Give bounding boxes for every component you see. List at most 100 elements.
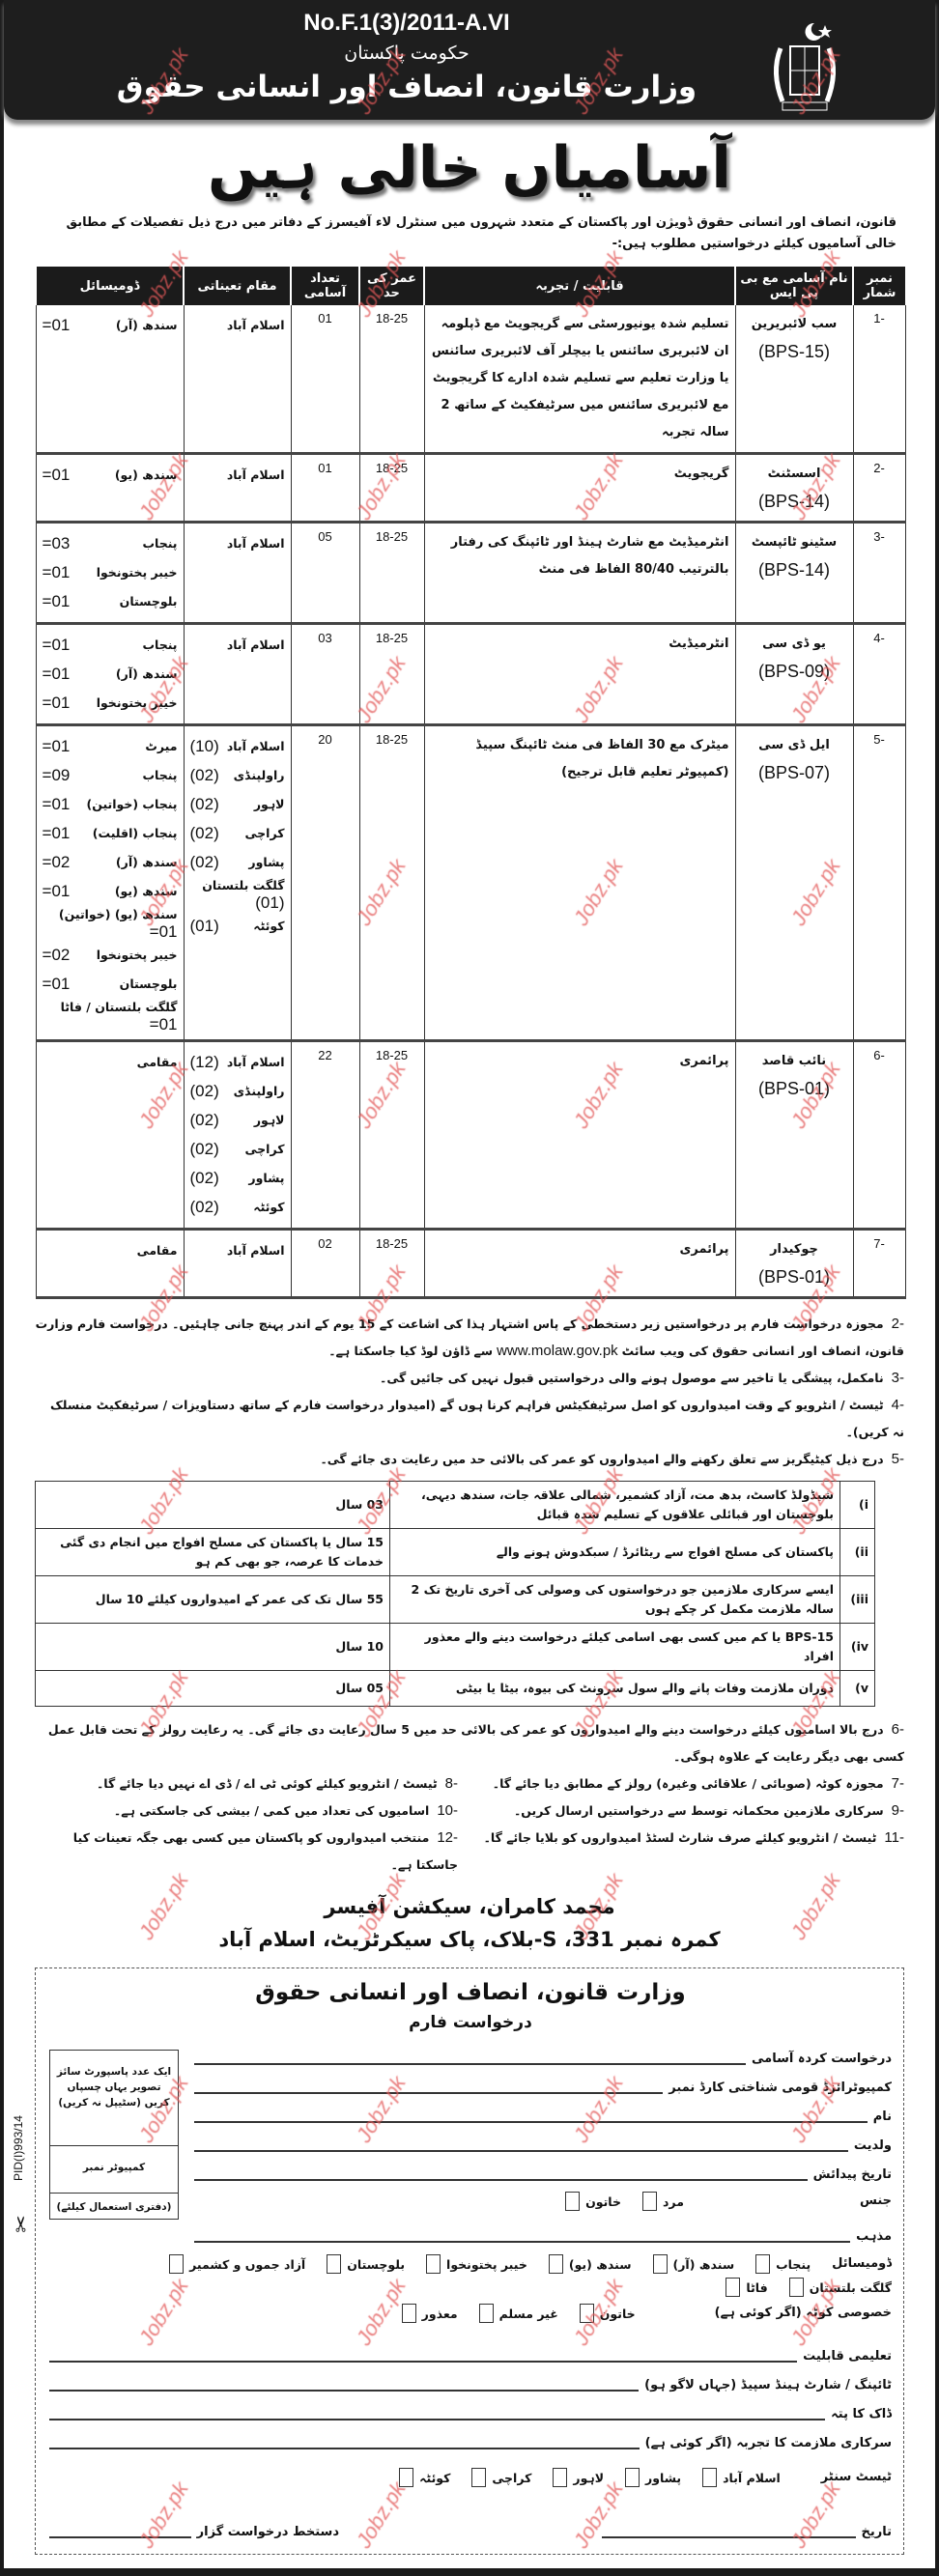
- note-3: -3نامکمل، پیشگی یا تاخیر سے موصول ہونے و…: [380, 1370, 904, 1386]
- postal-address-field[interactable]: [49, 2419, 826, 2420]
- posting-item: راولپنڈی (02): [190, 761, 285, 790]
- signatory-address: کمرہ نمبر 331، S-بلاک، پاک سیکرٹریٹ، اسل…: [218, 1928, 721, 1951]
- test-center-option[interactable]: اسلام آباد: [702, 2468, 781, 2487]
- checkbox[interactable]: [625, 2468, 640, 2487]
- photo-instructions: ایک عدد پاسپورٹ سائز تصویر یہاں چسپاں کر…: [50, 2051, 178, 2146]
- checkbox[interactable]: [702, 2468, 718, 2487]
- signature-field[interactable]: [49, 2536, 191, 2538]
- domicile-name: بلوچستان: [119, 594, 178, 609]
- city: کوئٹہ: [253, 919, 285, 933]
- city: کراچی: [244, 826, 285, 840]
- domicile-name: خیبر پختونخوا: [96, 948, 178, 962]
- column-header: نمبر شمار: [852, 267, 905, 305]
- quota-option[interactable]: غیر مسلم: [478, 2304, 558, 2323]
- post-name: اسسٹنٹ: [767, 467, 821, 481]
- city: اسلام آباد: [226, 1243, 285, 1258]
- government-of-pakistan: حکومت پاکستان: [344, 42, 470, 64]
- domicile-option[interactable]: بلوچستان: [327, 2254, 405, 2274]
- quota-option[interactable]: خاتون: [579, 2304, 636, 2323]
- note-5: -5درج ذیل کیٹیگریز سے تعلق رکھنے والے ام…: [320, 1451, 904, 1467]
- checkbox[interactable]: [426, 2254, 441, 2274]
- domicile-option[interactable]: آزاد جموں و کشمیر: [169, 2254, 305, 2274]
- checkbox[interactable]: [642, 2192, 657, 2211]
- checkbox[interactable]: [169, 2254, 185, 2274]
- concession-category: شیڈولڈ کاسٹ، بدھ مت، آزاد کشمیر، شمالی ع…: [389, 1481, 840, 1529]
- domicile-option[interactable]: پنجاب: [755, 2254, 811, 2274]
- age-limit: 18-25: [358, 522, 425, 625]
- qualification: پرائمری: [423, 1229, 736, 1299]
- checkbox[interactable]: [788, 2278, 804, 2297]
- column-header: مقام تعیناتی: [183, 267, 291, 305]
- test-center-option[interactable]: کوئٹہ: [399, 2468, 450, 2487]
- test-center-option-label: کوئٹہ: [419, 2470, 451, 2485]
- post-name: چوکیدار: [770, 1242, 818, 1257]
- checkbox[interactable]: [471, 2468, 487, 2487]
- checkbox[interactable]: [652, 2254, 668, 2274]
- domicile-option[interactable]: فاٹا: [726, 2278, 768, 2297]
- domicile-count: 01=: [42, 737, 71, 755]
- domicile-option[interactable]: سندھ (آر): [652, 2254, 734, 2274]
- post-name: سب لائبریرین: [751, 317, 838, 331]
- domicile-option[interactable]: سندھ (یو): [548, 2254, 632, 2274]
- test-center-option[interactable]: لاہور: [553, 2468, 604, 2487]
- father-name-field[interactable]: [194, 2150, 848, 2152]
- cnic-row: کمپیوٹرائزڈ قومی شناختی کارڈ نمبر: [194, 2069, 892, 2098]
- posting-places: اسلام آباد: [183, 522, 292, 625]
- domicile-item: خیبر پختونخوا 01=: [43, 689, 178, 718]
- checkbox[interactable]: [579, 2304, 594, 2323]
- checkbox[interactable]: [726, 2278, 741, 2297]
- gender-option[interactable]: خاتون: [565, 2192, 621, 2211]
- website-link[interactable]: www.molaw.gov.pk: [497, 1343, 618, 1359]
- city: راولپنڈی: [233, 1084, 285, 1098]
- name-field[interactable]: [194, 2121, 868, 2123]
- post-count: 02: [290, 1229, 360, 1299]
- checkbox[interactable]: [478, 2304, 494, 2323]
- domicile-name: سندھ (آر): [115, 318, 178, 332]
- quota-option[interactable]: معذور: [401, 2304, 458, 2323]
- table-row: -1 سب لائبریرین (BPS-15) تسلیم شدہ یونیورسٹ…: [35, 305, 906, 455]
- domicile-item: گلگت بلتستان / فاٹا 01=: [43, 999, 178, 1033]
- concession-relax: 03 سال: [35, 1481, 390, 1529]
- domicile-name: مقامی: [136, 1055, 178, 1069]
- special-quota-row: خصوصی کوٹہ (اگر کوئی ہے) خاتون غیر مسلم معذ…: [49, 2297, 892, 2330]
- concession-no: v): [839, 1670, 875, 1707]
- date-field[interactable]: [602, 2536, 856, 2538]
- post-applied-field[interactable]: [194, 2063, 746, 2065]
- dob-field[interactable]: [194, 2179, 808, 2181]
- city-count: (02): [189, 766, 219, 784]
- cnic-field[interactable]: [194, 2092, 664, 2094]
- qualification: میٹرک مع 30 الفاظ فی منٹ ٹائپنگ سپیڈ (کم…: [423, 724, 736, 1042]
- form-title: درخواست فارم: [409, 2013, 532, 2032]
- city: پشاور: [248, 855, 285, 869]
- post-name-cell: چوکیدار (BPS-01): [734, 1229, 854, 1299]
- domicile-option[interactable]: خیبر پختونخوا: [426, 2254, 527, 2274]
- checkbox[interactable]: [548, 2254, 563, 2274]
- test-center-row: ٹیسٹ سنٹر اسلام آباد پشاور لاہور کراچی کوئٹہ: [49, 2461, 892, 2494]
- govt-experience-field[interactable]: [49, 2448, 640, 2449]
- checkbox[interactable]: [401, 2304, 416, 2323]
- city-count: (02): [189, 824, 219, 842]
- domicile-option-label: آزاد جموں و کشمیر: [189, 2256, 306, 2272]
- education-field[interactable]: [49, 2361, 798, 2363]
- post-name: یو ڈی سی: [762, 637, 826, 651]
- concession-no: iii): [839, 1575, 875, 1624]
- checkbox[interactable]: [327, 2254, 342, 2274]
- typing-speed-field[interactable]: [49, 2390, 640, 2392]
- test-center-option[interactable]: پشاور: [625, 2468, 681, 2487]
- post-count: 01: [290, 453, 360, 524]
- signatory-name: محمد کامران، سیکشن آفیسر: [324, 1895, 615, 1918]
- domicile: پنجاب 03= خیبر پختونخوا 01= بلوچستان 01=: [35, 522, 185, 625]
- test-center-option[interactable]: کراچی: [471, 2468, 531, 2487]
- checkbox[interactable]: [553, 2468, 568, 2487]
- city-count: (02): [189, 853, 219, 871]
- post-name: نائب قاصد: [761, 1054, 827, 1068]
- religion-field[interactable]: [194, 2241, 851, 2243]
- concession-row: ii) پاکستان کی مسلح افواج سے ریٹائرڈ / سب…: [35, 1528, 875, 1576]
- note-6: -6درج بالا اسامیوں کیلئے درخواست دینے وا…: [47, 1721, 904, 1764]
- checkbox[interactable]: [755, 2254, 771, 2274]
- domicile-option[interactable]: گلگت بلتستان: [788, 2278, 892, 2297]
- checkbox[interactable]: [399, 2468, 414, 2487]
- gender-option[interactable]: مرد: [642, 2192, 684, 2211]
- checkbox[interactable]: [565, 2192, 581, 2211]
